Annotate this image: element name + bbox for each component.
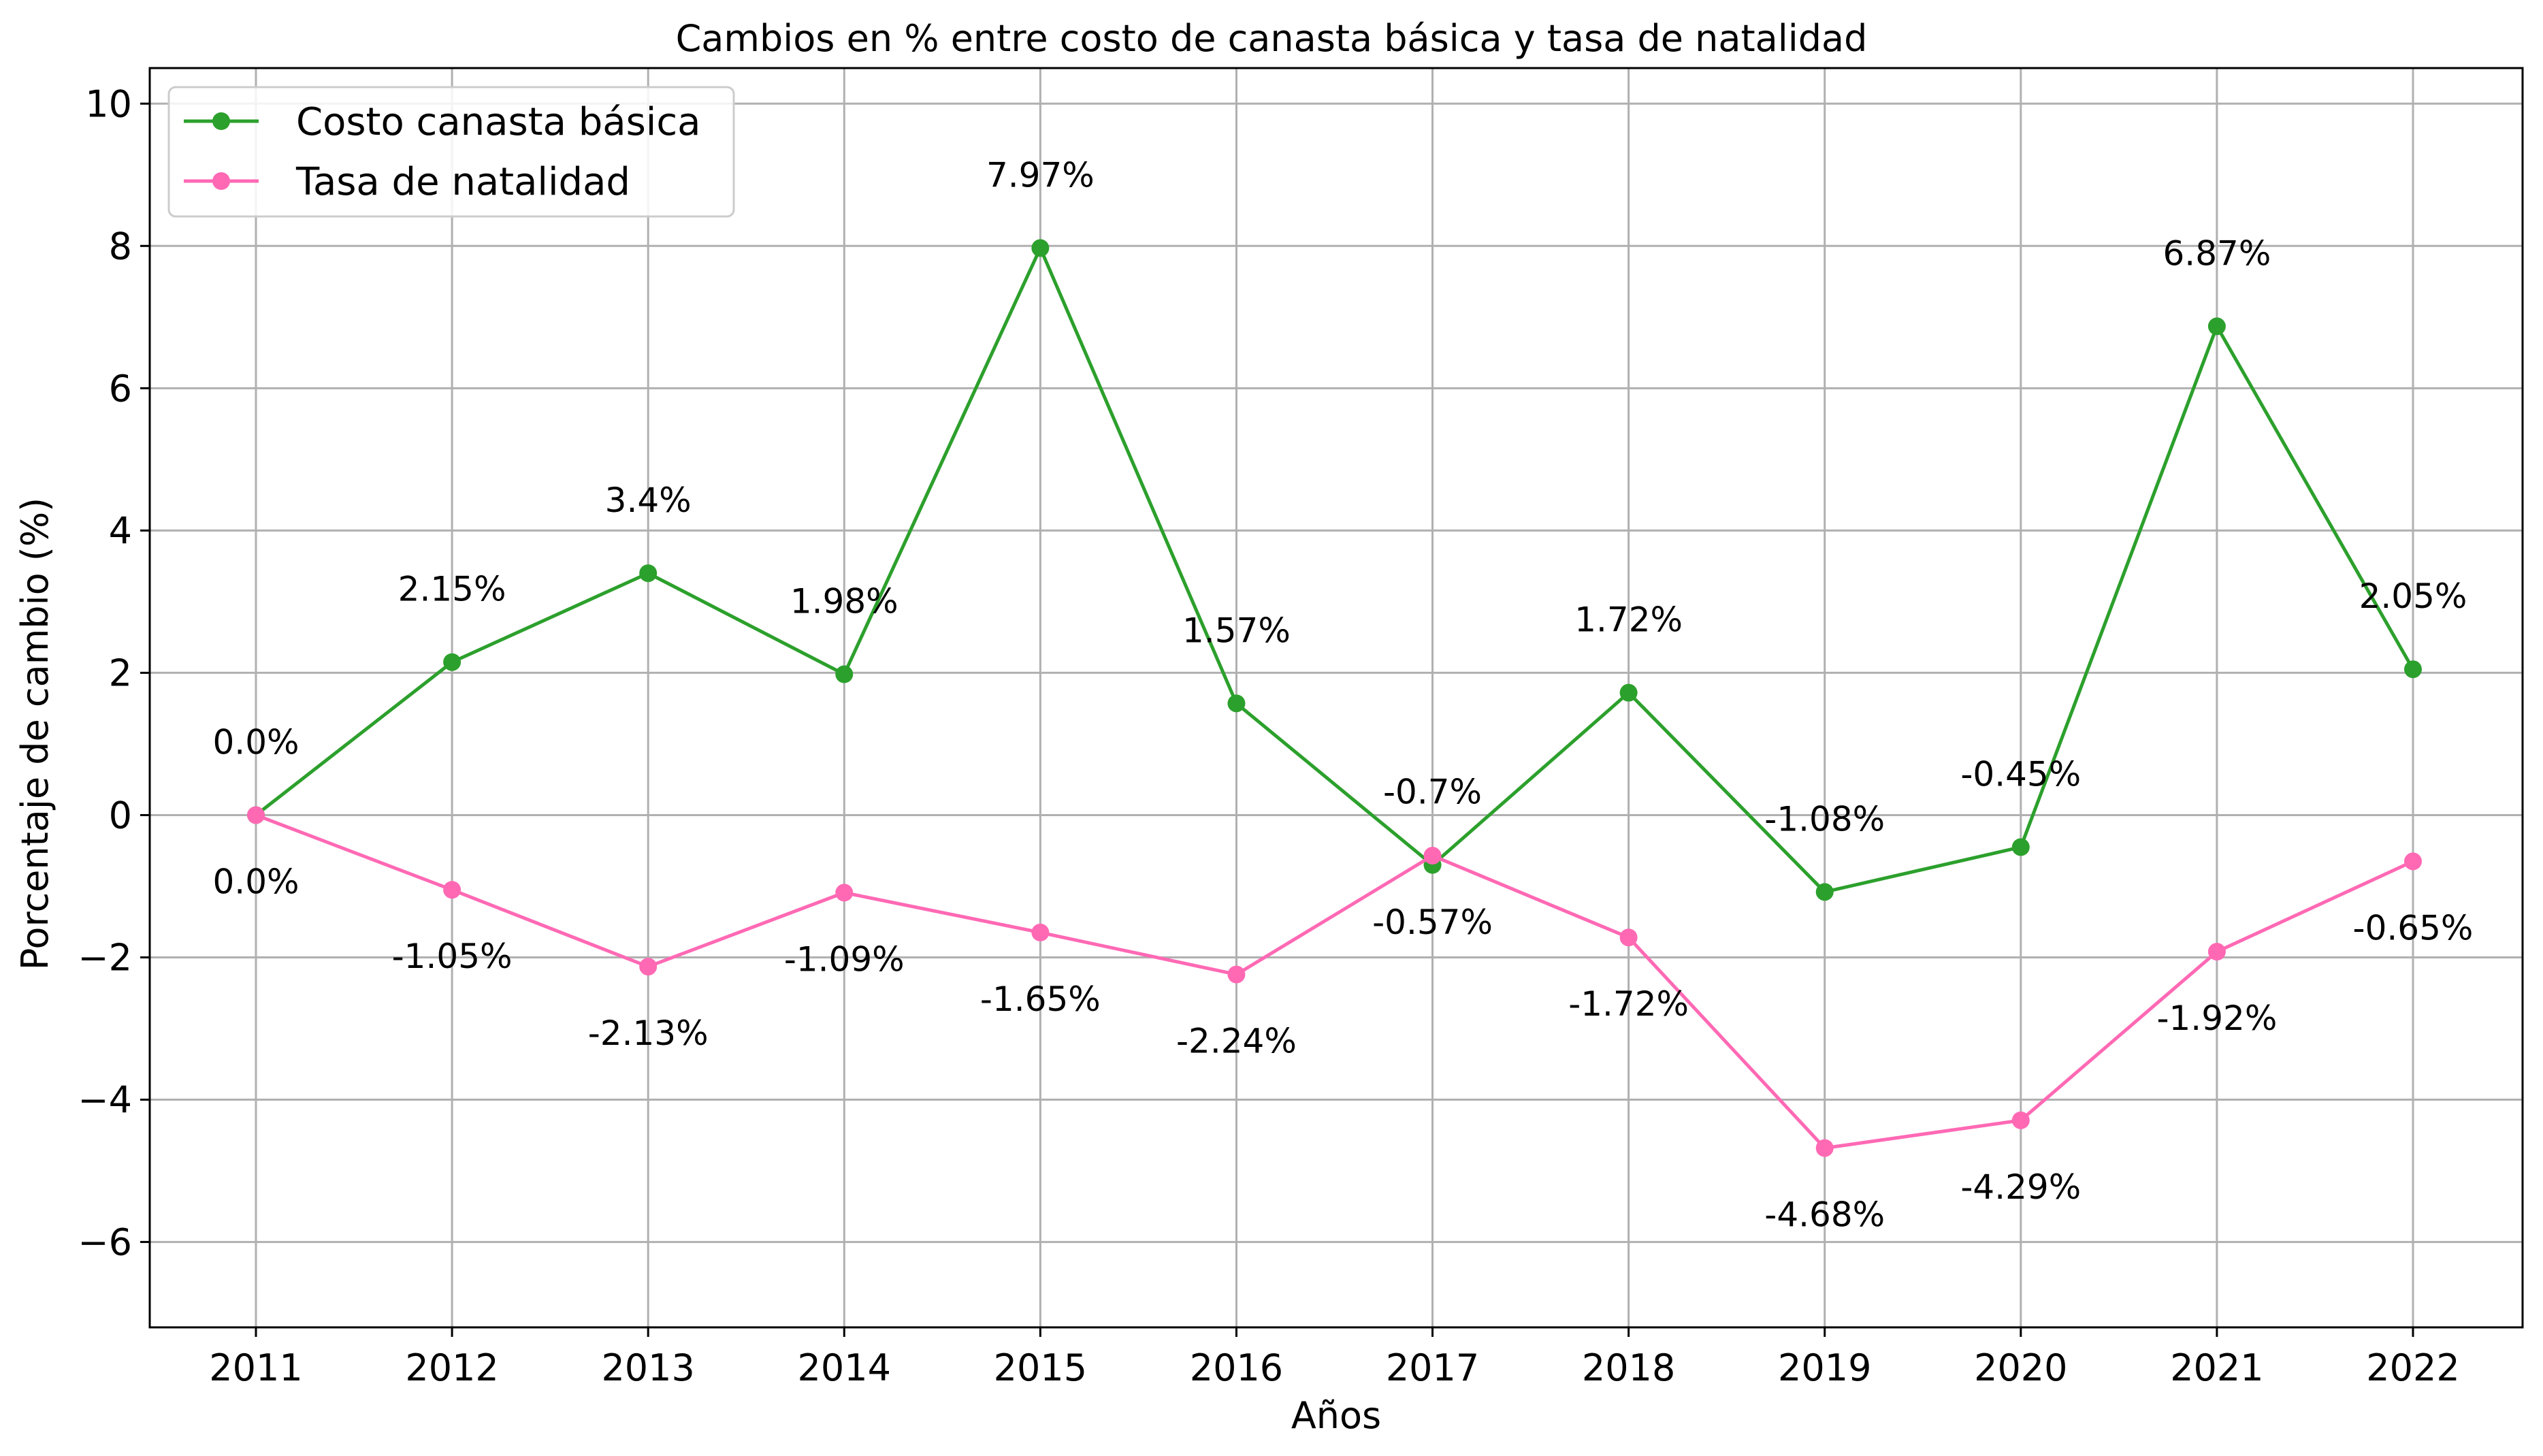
y-tick-label: 2 <box>109 651 132 694</box>
y-tick-label: −6 <box>78 1221 132 1264</box>
data-label: -0.45% <box>1960 754 2081 794</box>
data-point <box>1423 847 1442 865</box>
legend: Costo canasta básica Tasa de natalidad <box>167 86 735 218</box>
x-tick-label: 2014 <box>798 1346 891 1389</box>
x-tick-label: 2019 <box>1778 1346 1871 1389</box>
data-point <box>1227 965 1246 984</box>
legend-box <box>167 86 735 218</box>
x-tick-label: 2012 <box>405 1346 498 1389</box>
legend-label: Tasa de natalidad <box>295 160 630 204</box>
x-tick-label: 2020 <box>1974 1346 2067 1389</box>
data-label: 0.0% <box>212 722 299 762</box>
series-line-1 <box>255 246 2415 894</box>
data-label: -1.72% <box>1568 984 1689 1024</box>
data-point <box>2011 838 2030 856</box>
data-point <box>1815 1139 1834 1157</box>
x-tick-label: 2018 <box>1582 1346 1675 1389</box>
x-tick-label: 2021 <box>2170 1346 2263 1389</box>
legend-label: Costo canasta básica <box>296 100 700 144</box>
data-label: -2.13% <box>588 1014 709 1053</box>
data-label: -1.08% <box>1764 799 1885 839</box>
data-label: -1.09% <box>784 939 905 979</box>
x-tick-label: 2022 <box>2366 1346 2459 1389</box>
data-point <box>443 653 461 671</box>
data-point <box>2404 660 2422 679</box>
data-point <box>1815 883 1834 901</box>
data-label: 2.15% <box>398 570 506 609</box>
data-point <box>639 958 658 976</box>
data-point <box>835 665 854 683</box>
grid-lines <box>150 68 2523 1327</box>
data-label: 1.98% <box>790 582 898 621</box>
data-point <box>639 564 658 583</box>
data-labels: 0.0% 2.15% 3.4% 1.98% 7.97% 1.57% -0.7% 1.72% -1… <box>212 155 2473 1234</box>
data-label: -0.65% <box>2353 908 2474 948</box>
data-label: 6.87% <box>2163 233 2271 273</box>
data-point <box>2207 317 2226 336</box>
data-label: 3.4% <box>605 481 692 520</box>
data-point <box>2011 1111 2030 1129</box>
y-tick-label: 6 <box>109 367 132 410</box>
data-label: -4.68% <box>1764 1195 1885 1235</box>
data-point <box>443 881 461 899</box>
legend-marker <box>212 172 230 190</box>
x-tick-label: 2017 <box>1386 1346 1479 1389</box>
data-label: -0.57% <box>1372 903 1493 942</box>
chart-title: Cambios en % entre costo de canasta bási… <box>676 17 1868 60</box>
data-label: -1.92% <box>2156 999 2277 1038</box>
legend-marker <box>212 112 230 130</box>
data-label: 2.05% <box>2359 577 2467 616</box>
y-tick-label: 0 <box>109 794 132 837</box>
data-point <box>1227 694 1246 713</box>
data-label: -0.7% <box>1383 773 1482 812</box>
data-point <box>1619 683 1638 702</box>
plot-frame <box>148 67 2524 1329</box>
data-label: 1.72% <box>1574 600 1683 640</box>
data-label: 7.97% <box>986 155 1095 195</box>
data-point <box>2404 852 2422 871</box>
x-tick-label: 2016 <box>1190 1346 1283 1389</box>
x-tick-label: 2011 <box>209 1346 302 1389</box>
axes: 2011 2012 2013 2014 2015 2016 2017 2018 2019 2020… <box>78 82 2459 1389</box>
series-layer <box>247 239 2422 1157</box>
y-tick-label: 10 <box>85 82 132 125</box>
x-tick-label: 2013 <box>601 1346 694 1389</box>
y-axis-label: Porcentaje de cambio (%) <box>14 498 56 970</box>
data-label: 0.0% <box>212 862 299 901</box>
data-point <box>247 806 265 824</box>
data-point <box>1619 928 1638 947</box>
x-tick-label: 2015 <box>994 1346 1087 1389</box>
data-point <box>1031 239 1050 257</box>
data-label: -4.29% <box>1960 1167 2081 1207</box>
y-tick-label: 8 <box>109 225 132 268</box>
data-label: 1.57% <box>1182 611 1291 650</box>
data-point <box>2207 943 2226 961</box>
y-tick-label: −4 <box>78 1079 132 1122</box>
data-point <box>1031 923 1050 941</box>
data-point <box>835 884 854 902</box>
data-label: -2.24% <box>1176 1022 1297 1061</box>
y-tick-label: −2 <box>78 936 132 979</box>
y-tick-label: 4 <box>109 509 132 552</box>
data-label: -1.65% <box>980 980 1101 1019</box>
x-axis-label: Años <box>1291 1394 1381 1437</box>
series-line-2 <box>255 813 2414 1150</box>
data-label: -1.05% <box>392 937 513 976</box>
